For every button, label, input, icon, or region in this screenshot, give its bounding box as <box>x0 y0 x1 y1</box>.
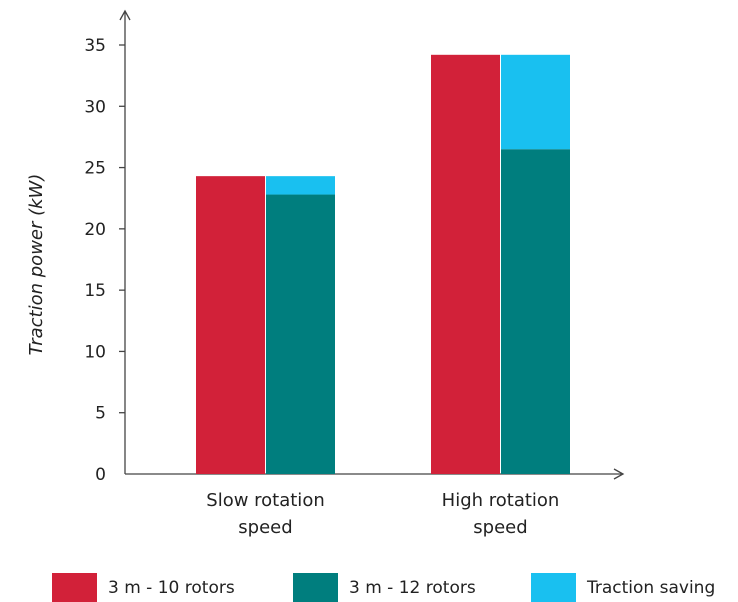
y-tick-label: 30 <box>84 97 106 117</box>
legend-label: 3 m - 10 rotors <box>108 578 235 598</box>
x-axis-categories: Slow rotation speed High rotation speed <box>206 490 559 538</box>
bars <box>196 54 570 474</box>
y-tick-label: 25 <box>84 159 106 179</box>
bar-traction-saving <box>501 54 570 150</box>
y-tick-label: 20 <box>84 220 106 240</box>
y-axis-label: Traction power (kW) <box>26 174 47 356</box>
legend-label: 3 m - 12 rotors <box>349 578 476 598</box>
y-tick-label: 5 <box>95 404 106 424</box>
bar-3m-12-rotors <box>266 194 335 474</box>
bar-3m-10-rotors <box>431 54 500 474</box>
x-category-label: speed <box>473 517 527 538</box>
bar-traction-saving <box>266 176 335 195</box>
y-axis-ticks: 0 5 10 15 20 25 30 35 <box>84 36 125 485</box>
legend-swatch <box>293 573 338 602</box>
x-category-label: speed <box>238 517 292 538</box>
y-tick-label: 0 <box>95 465 106 485</box>
y-axis-arrow <box>119 9 131 21</box>
x-category-label: High rotation <box>442 490 560 511</box>
y-tick-label: 35 <box>84 36 106 56</box>
x-category-label: Slow rotation <box>206 490 324 511</box>
y-tick-label: 15 <box>84 281 106 301</box>
y-tick-label: 10 <box>84 342 106 362</box>
legend-swatch <box>531 573 576 602</box>
x-axis-arrow <box>613 468 625 480</box>
legend-swatch <box>52 573 97 602</box>
legend-label: Traction saving <box>586 578 715 598</box>
bar-3m-10-rotors <box>196 176 265 474</box>
bar-3m-12-rotors <box>501 149 570 474</box>
legend: 3 m - 10 rotors 3 m - 12 rotors Traction s… <box>52 573 715 602</box>
